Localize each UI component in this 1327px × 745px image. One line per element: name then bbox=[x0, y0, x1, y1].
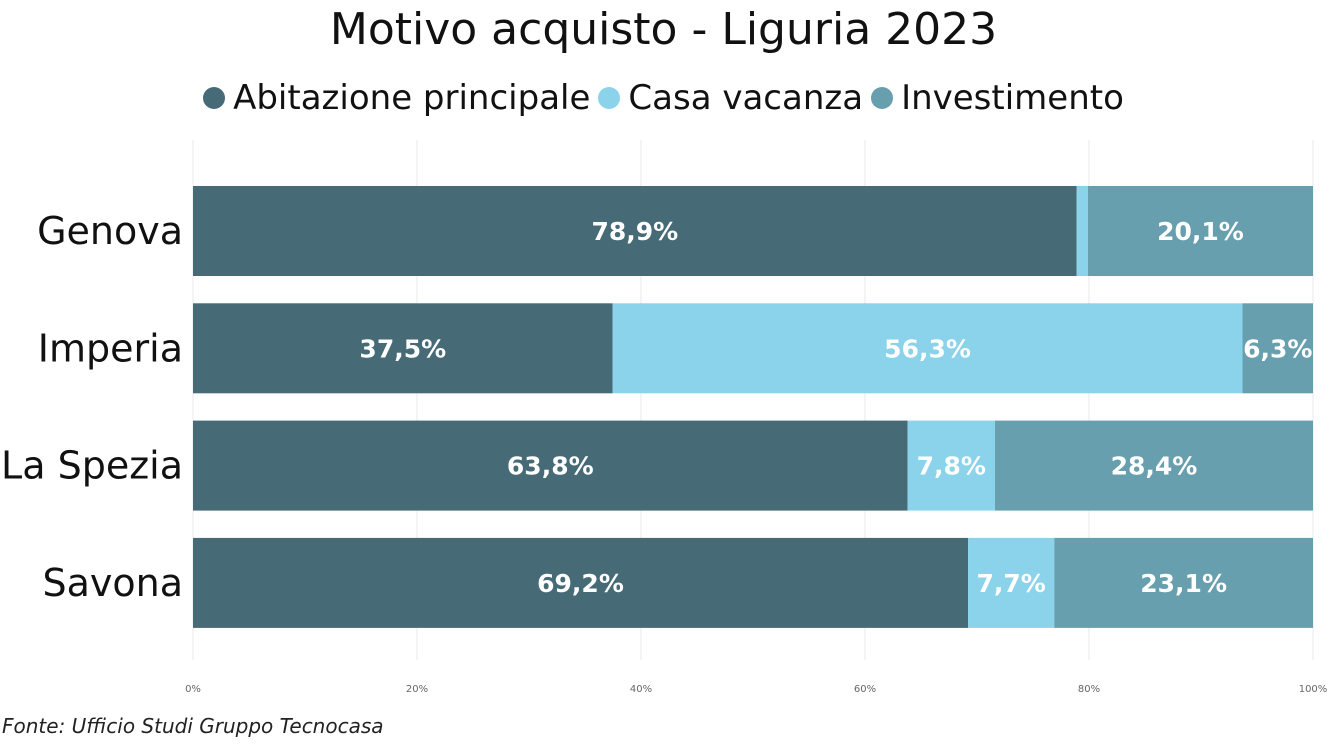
x-tick-label: 20% bbox=[406, 684, 428, 695]
bar-segment bbox=[1054, 537, 1313, 628]
legend-item-abitazione: Abitazione principale bbox=[203, 78, 590, 118]
chart-legend: Abitazione principale Casa vacanza Inves… bbox=[0, 78, 1327, 118]
x-tick-label: 60% bbox=[854, 684, 876, 695]
data-label: 69,2% bbox=[537, 569, 624, 598]
legend-swatch bbox=[598, 87, 621, 109]
bar-segment bbox=[1242, 303, 1313, 394]
legend-item-investimento: Investimento bbox=[871, 78, 1124, 118]
data-label: 78,9% bbox=[591, 217, 678, 246]
bar-segment bbox=[1076, 186, 1088, 276]
data-label: 28,4% bbox=[1111, 452, 1198, 481]
bar-segment bbox=[612, 303, 1243, 394]
bar-segment bbox=[193, 537, 969, 628]
category-label: Genova bbox=[37, 209, 183, 253]
bar-segment bbox=[907, 420, 995, 511]
x-tick-label: 80% bbox=[1078, 684, 1100, 695]
category-label: Imperia bbox=[38, 326, 183, 370]
data-label: 7,8% bbox=[917, 452, 986, 481]
bar-segment bbox=[1087, 186, 1313, 276]
legend-label: Casa vacanza bbox=[628, 78, 864, 118]
legend-label: Abitazione principale bbox=[233, 78, 591, 118]
category-label: Savona bbox=[42, 561, 183, 605]
legend-swatch bbox=[871, 87, 894, 109]
x-tick-label: 40% bbox=[630, 684, 652, 695]
data-label: 63,8% bbox=[507, 452, 594, 481]
data-label: 37,5% bbox=[359, 334, 446, 363]
x-tick-label: 0% bbox=[185, 684, 201, 695]
legend-swatch bbox=[203, 87, 226, 109]
data-label: 56,3% bbox=[884, 334, 971, 363]
legend-item-casa-vacanza: Casa vacanza bbox=[598, 78, 863, 118]
data-label: 6,3% bbox=[1243, 334, 1312, 363]
legend-label: Investimento bbox=[901, 78, 1124, 118]
data-label: 7,7% bbox=[976, 569, 1045, 598]
source-note: Fonte: Ufficio Studi Gruppo Tecnocasa bbox=[2, 714, 384, 738]
chart-title: Motivo acquisto - Liguria 2023 bbox=[329, 4, 998, 55]
bar-segment bbox=[193, 186, 1077, 276]
category-label: La Spezia bbox=[1, 444, 183, 488]
bar-segment bbox=[994, 420, 1313, 511]
data-label: 23,1% bbox=[1140, 569, 1227, 598]
data-label: 20,1% bbox=[1157, 217, 1244, 246]
bar-segment bbox=[193, 303, 613, 394]
bar-segment bbox=[193, 420, 908, 511]
bar-segment bbox=[968, 537, 1055, 628]
x-tick-label: 100% bbox=[1299, 684, 1327, 695]
